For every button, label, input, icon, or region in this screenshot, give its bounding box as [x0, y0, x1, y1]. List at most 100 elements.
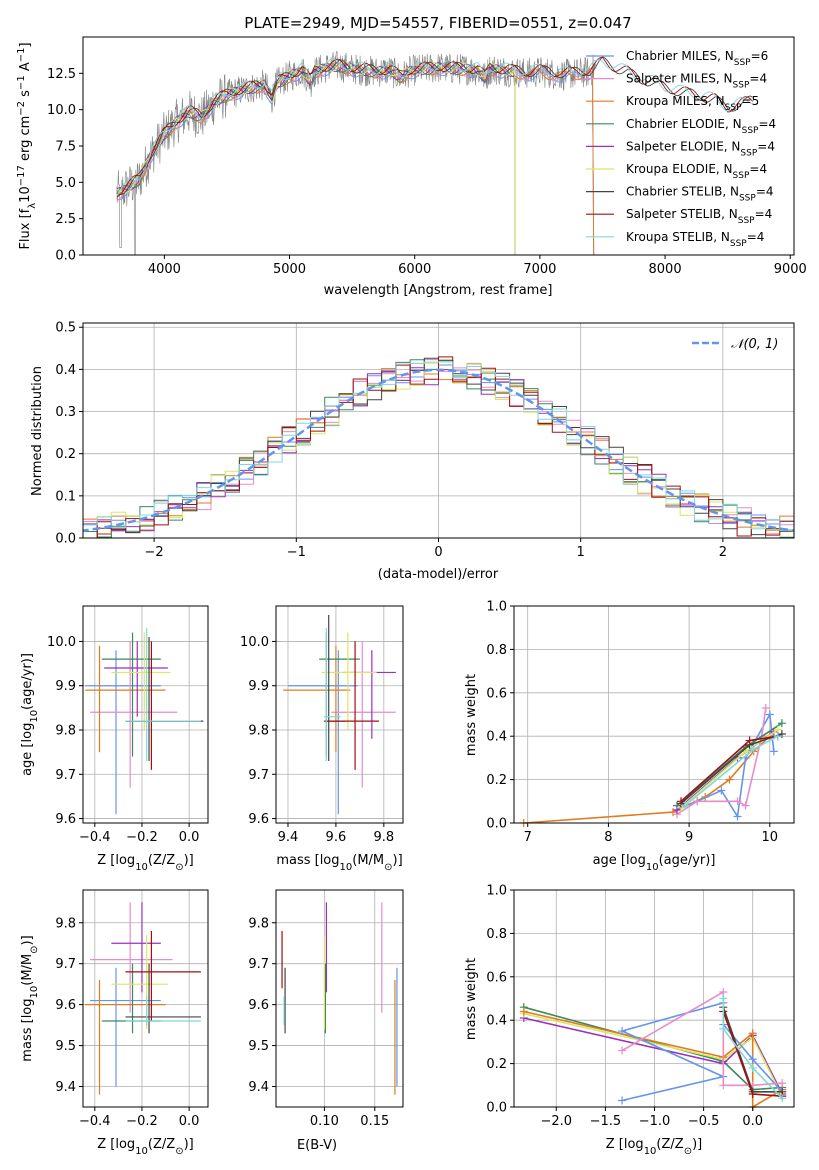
x-tick-label: 9.8 [373, 830, 394, 845]
y-tick-label: 0.0 [55, 532, 76, 547]
x-tick-label: 8 [604, 830, 612, 845]
x-tick-label: 10 [762, 830, 779, 845]
residuals-panel: (data-model)/error Normed distribution −… [30, 321, 795, 582]
mass-weight-marker [677, 797, 686, 806]
y-axis-label-text: age [log10(age/yr)] [20, 653, 40, 776]
mass-weight-marker [778, 1094, 787, 1103]
y-tick-label: 1.0 [486, 884, 507, 899]
x-tick-label: −0.2 [126, 1114, 158, 1129]
normal-distribution-curve [83, 368, 794, 532]
mass-weight-marker [778, 1079, 787, 1088]
y-tick-label: 10.0 [47, 635, 76, 650]
y-tick-label: 9.9 [55, 679, 76, 694]
mass-weight-marker [777, 730, 786, 739]
legend-entry: Salpeter ELODIE, NSSP=4 [626, 139, 775, 158]
y-tick-label: 9.6 [55, 998, 76, 1013]
x-tick-label: −2.0 [540, 1114, 572, 1129]
y-tick-label: 9.5 [55, 1039, 76, 1054]
spectrum-title: PLATE=2949, MJD=54557, FIBERID=0551, z=0… [244, 14, 631, 32]
y-tick-label: 9.6 [248, 812, 269, 827]
ebv-x-axis-label: E(B-V) [297, 1138, 337, 1153]
y-tick-label: 9.9 [248, 679, 269, 694]
x-tick-label: 0.0 [179, 1114, 200, 1129]
model-spectrum-line [116, 56, 753, 195]
model-spectrum-line [116, 58, 753, 196]
y-tick-label: 9.4 [55, 1080, 76, 1095]
model-spectrum-line [116, 62, 516, 255]
spectrum-panel: PLATE=2949, MJD=54557, FIBERID=0551, z=0… [16, 14, 807, 298]
y-tick-label: 1.0 [486, 600, 507, 615]
y-tick-label: 9.6 [248, 998, 269, 1013]
y-tick-label: 9.7 [248, 957, 269, 972]
mass-weight-marker [733, 812, 742, 821]
x-tick-label: 9000 [774, 262, 807, 277]
model-spectrum-line [116, 63, 595, 255]
mass-weight-marker [749, 745, 758, 754]
y-tick-label: 9.8 [248, 724, 269, 739]
mass-weight-marker [717, 786, 726, 795]
y-tick-label: 5.0 [55, 176, 76, 191]
mass-weight-line [684, 735, 779, 807]
mass-weight-marker [773, 732, 782, 741]
y-tick-label: 0.5 [55, 321, 76, 336]
normal-legend-label: 𝒩(0, 1) [731, 337, 778, 352]
y-tick-label: 9.8 [248, 916, 269, 931]
x-tick-label: −0.5 [688, 1114, 720, 1129]
age-vs-metallicity-panel: −0.4 −0.2 0.0 9.6 9.7 9.8 9.9 10.0 Z [log10(Z/Z⊙… [20, 605, 209, 873]
spectrum-y-axis-label-text: Flux [fλ10−17 erg cm−2 s−1 A−1] [16, 42, 38, 249]
y-tick-label: 0.4 [486, 730, 507, 745]
mass-weight-marker [719, 994, 728, 1003]
y-tick-label: 0.1 [55, 489, 76, 504]
y-tick-label: 10.0 [240, 635, 269, 650]
y-tick-label: 7.5 [55, 140, 76, 155]
mass-weight-marker [748, 1089, 757, 1098]
data-spectrum-line [116, 51, 597, 255]
mass-weight-marker [618, 1046, 627, 1055]
axes-frame [275, 889, 404, 1108]
mass-weight-line [722, 998, 783, 1099]
y-tick-label: 10.0 [47, 103, 76, 118]
model-spectrum-line [116, 56, 754, 197]
mass-weight-marker [618, 1096, 627, 1105]
y-tick-label: 0.2 [486, 773, 507, 788]
x-axis-label: Z [log10(Z/Z⊙)] [97, 1137, 193, 1157]
x-tick-label: 9 [685, 830, 693, 845]
model-spectrum-line [116, 63, 595, 255]
mass-weight-marker [681, 801, 690, 810]
residuals-x-axis-label: (data-model)/error [378, 567, 499, 582]
y-tick-label: 2.5 [55, 212, 76, 227]
y-tick-label: 0.4 [55, 363, 76, 378]
legend-entry: Chabrier ELODIE, NSSP=4 [626, 117, 776, 136]
y-tick-label: 9.7 [55, 768, 76, 783]
mass-weight-marker [765, 710, 774, 719]
x-tick-label: 5000 [273, 262, 306, 277]
axes-frame [513, 605, 795, 824]
x-axis-label: Z [log10(Z/Z⊙)] [606, 1137, 702, 1157]
legend-entry: Salpeter MILES, NSSP=4 [626, 72, 767, 91]
spectrum-y-axis-label: Flux [fλ10−17 erg cm−2 s−1 A−1] [16, 42, 38, 249]
mass-weight-marker [777, 719, 786, 728]
spectrum-legend: Chabrier MILES, NSSP=6 Salpeter MILES, NS… [586, 49, 776, 249]
y-tick-label: 0.8 [486, 643, 507, 658]
x-tick-label: −0.4 [79, 830, 111, 845]
residuals-y-axis-label: Normed distribution [30, 366, 45, 496]
mass-vs-metallicity-panel: −0.4 −0.2 0.0 9.4 9.5 9.6 9.7 9.8 Z [log10(Z/Z⊙)… [20, 889, 209, 1157]
axes-frame [82, 889, 209, 1108]
legend-entry: Kroupa STELIB, NSSP=4 [626, 230, 764, 249]
y-axis-label: mass [log10(M/M⊙)] [20, 935, 40, 1061]
mass-weight-marker [719, 1081, 728, 1090]
x-tick-label: −0.4 [79, 1114, 111, 1129]
mass-weight-line [676, 707, 767, 815]
mass-weight-marker [733, 797, 742, 806]
mass-weight-marker [748, 1055, 757, 1064]
y-tick-label: 9.7 [55, 957, 76, 972]
x-tick-label: −1.0 [639, 1114, 671, 1129]
y-axis-label-text: mass [log10(M/M⊙)] [20, 935, 40, 1061]
x-tick-label: 9.4 [278, 830, 299, 845]
legend-entry: Salpeter STELIB, NSSP=4 [626, 207, 772, 226]
model-spectrum-line [116, 63, 595, 255]
x-tick-label: 0.0 [179, 830, 200, 845]
mass-weight-marker [672, 805, 681, 814]
x-tick-label: 0.0 [742, 1114, 763, 1129]
